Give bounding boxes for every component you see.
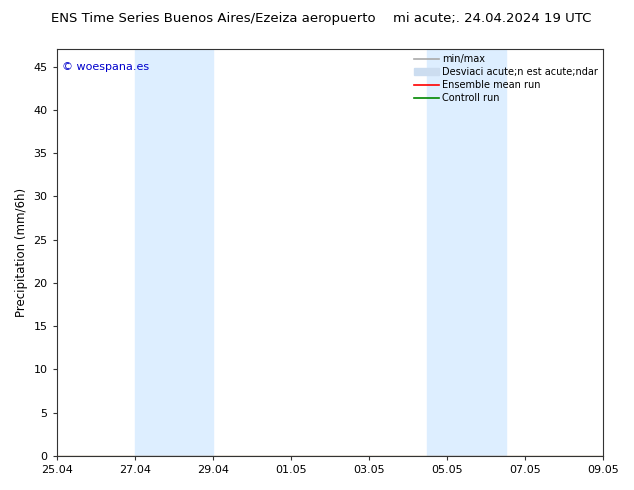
Bar xyxy=(135,49,213,456)
Text: © woespana.es: © woespana.es xyxy=(62,62,149,72)
Text: mi acute;. 24.04.2024 19 UTC: mi acute;. 24.04.2024 19 UTC xyxy=(393,12,592,25)
Bar xyxy=(427,49,505,456)
Text: ENS Time Series Buenos Aires/Ezeiza aeropuerto: ENS Time Series Buenos Aires/Ezeiza aero… xyxy=(51,12,375,25)
Legend: min/max, Desviaci acute;n est acute;ndar, Ensemble mean run, Controll run: min/max, Desviaci acute;n est acute;ndar… xyxy=(414,54,598,103)
Y-axis label: Precipitation (mm/6h): Precipitation (mm/6h) xyxy=(15,188,28,317)
